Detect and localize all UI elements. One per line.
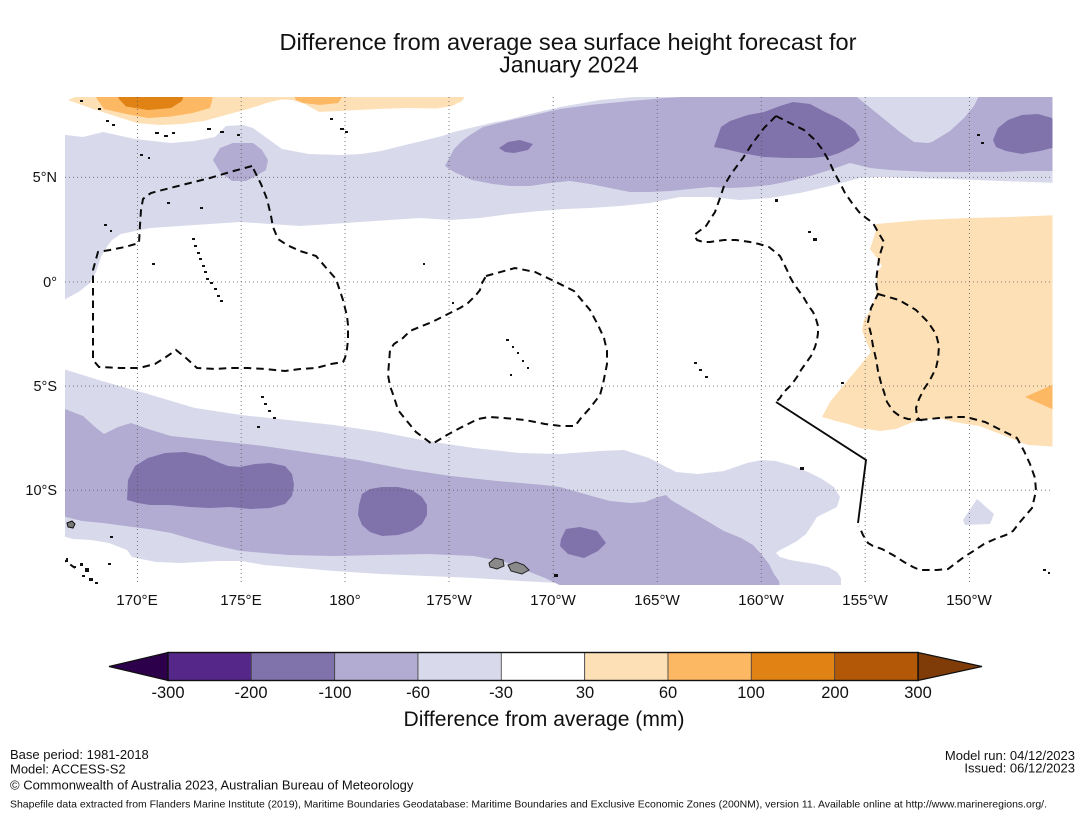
svg-text:150°W: 150°W bbox=[946, 592, 992, 609]
svg-text:300: 300 bbox=[904, 684, 932, 702]
svg-text:Base period: 1981-2018: Base period: 1981-2018 bbox=[10, 747, 149, 762]
svg-text:-30: -30 bbox=[489, 684, 513, 702]
svg-text:160°W: 160°W bbox=[738, 592, 784, 609]
svg-text:-100: -100 bbox=[318, 684, 351, 702]
svg-text:200: 200 bbox=[821, 684, 849, 702]
svg-text:30: 30 bbox=[576, 684, 594, 702]
svg-text:10°S: 10°S bbox=[25, 483, 57, 499]
svg-text:Difference from average (mm): Difference from average (mm) bbox=[404, 708, 685, 731]
svg-text:100: 100 bbox=[737, 684, 765, 702]
svg-text:-60: -60 bbox=[406, 684, 430, 702]
svg-text:60: 60 bbox=[659, 684, 677, 702]
svg-text:Issued: 06/12/2023: Issued: 06/12/2023 bbox=[964, 761, 1075, 776]
svg-text:Model run: 04/12/2023: Model run: 04/12/2023 bbox=[945, 748, 1075, 763]
svg-text:Difference from average sea su: Difference from average sea surface heig… bbox=[280, 29, 857, 55]
svg-text:-300: -300 bbox=[151, 684, 184, 702]
svg-text:180°: 180° bbox=[329, 592, 360, 609]
svg-text:0°: 0° bbox=[43, 275, 57, 291]
svg-text:170°E: 170°E bbox=[116, 592, 158, 609]
svg-text:January 2024: January 2024 bbox=[499, 52, 639, 78]
svg-text:Model: ACCESS-S2: Model: ACCESS-S2 bbox=[10, 762, 126, 777]
svg-text:5°S: 5°S bbox=[33, 379, 57, 395]
svg-text:155°W: 155°W bbox=[842, 592, 888, 609]
svg-text:175°E: 175°E bbox=[220, 592, 262, 609]
svg-text:175°W: 175°W bbox=[426, 592, 472, 609]
svg-text:© Commonwealth of Australia 20: © Commonwealth of Australia 2023, Austra… bbox=[10, 778, 414, 793]
svg-text:170°W: 170°W bbox=[530, 592, 576, 609]
svg-text:-200: -200 bbox=[234, 684, 267, 702]
svg-text:5°N: 5°N bbox=[33, 170, 57, 186]
svg-text:Shapefile data extracted from: Shapefile data extracted from Flanders M… bbox=[10, 799, 1047, 811]
svg-text:165°W: 165°W bbox=[634, 592, 680, 609]
